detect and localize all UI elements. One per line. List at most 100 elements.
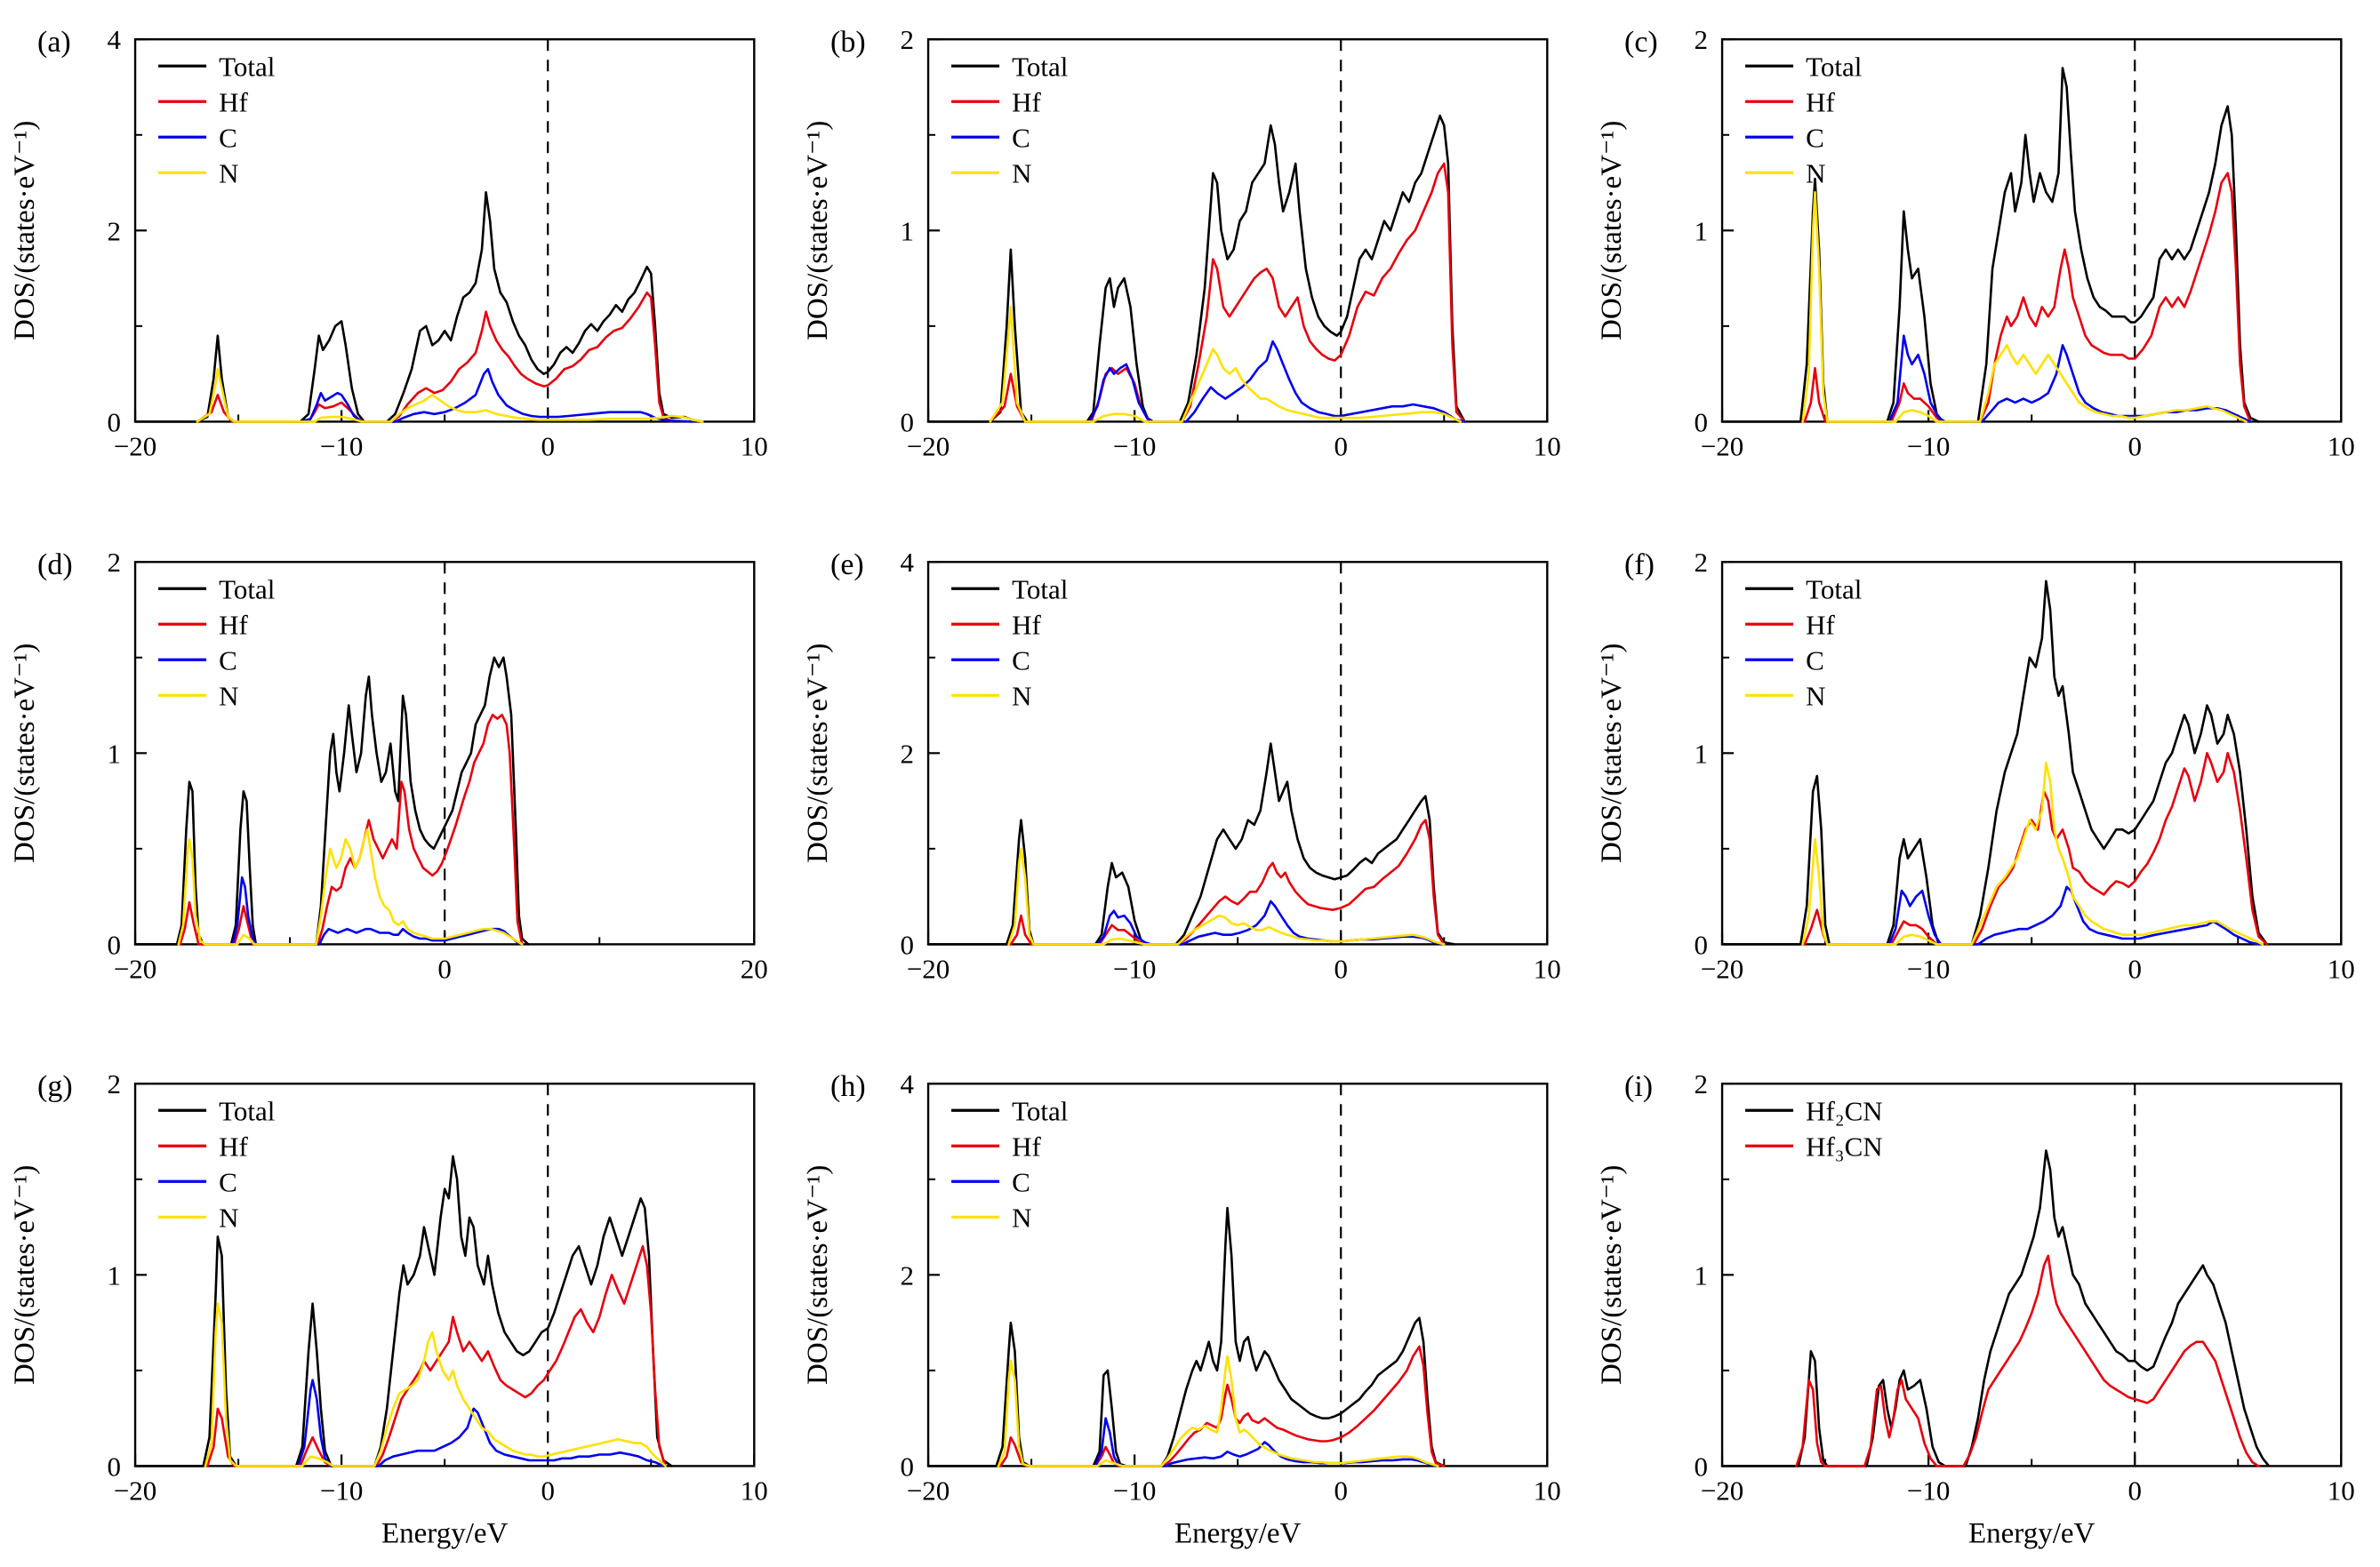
legend-label-n: N <box>1012 680 1031 711</box>
series-line-c <box>1088 340 1467 423</box>
y-tick-label: 0 <box>108 406 122 437</box>
legend-label-n: N <box>1012 157 1031 188</box>
x-tick-label: 10 <box>1534 953 1561 984</box>
series-line-total <box>133 190 704 423</box>
x-tick-label: −20 <box>907 430 950 461</box>
series-line-c <box>297 1379 665 1468</box>
y-tick-label: 2 <box>901 738 915 769</box>
legend-label-c: C <box>1012 644 1030 676</box>
series-line-n <box>1800 761 2264 946</box>
x-tick-label: −20 <box>1700 953 1743 984</box>
series-line-total <box>927 741 1456 946</box>
legend-label-hf: Hf <box>219 609 248 640</box>
legend-label-c: C <box>219 1167 237 1198</box>
panel-b-chart: (b) −20 −10 0 10 0 1 2 Total Hf CN DOS/(states·eV⁻¹… <box>802 24 1561 461</box>
legend-label-n: N <box>1806 157 1825 188</box>
x-tick-label: −10 <box>1113 430 1156 461</box>
panel-label: (d) <box>37 548 73 581</box>
x-tick-label: −10 <box>320 1475 363 1507</box>
series-line-total <box>927 114 1467 423</box>
x-tick-label: −20 <box>114 1475 156 1507</box>
x-tick-label: −10 <box>1907 1475 1950 1507</box>
panel-c: (c) −20 −10 0 10 0 1 2 Total Hf C N DOS/(states·eV⁻¹… <box>1587 0 2380 523</box>
x-tick-label: 0 <box>437 953 451 984</box>
y-tick-label: 2 <box>1694 24 1708 55</box>
series-line-c <box>231 875 524 946</box>
series-line-c <box>1094 1417 1438 1468</box>
panel-d: (d) −20 0 20 0 1 2 Total Hf C N DOS/(states·eV⁻¹) <box>0 523 793 1045</box>
series-line-total <box>927 1207 1446 1468</box>
legend-label-n: N <box>1806 680 1825 711</box>
y-axis-label: DOS/(states·eV⁻¹) <box>9 1165 41 1385</box>
x-tick-label: 0 <box>541 430 555 461</box>
x-tick-label: −10 <box>1907 430 1950 461</box>
x-tick-label: 10 <box>2327 1475 2354 1507</box>
legend-label-hf: Hf <box>1012 609 1041 640</box>
x-tick-label: 0 <box>1334 953 1349 984</box>
y-axis-label: DOS/(states·eV⁻¹) <box>9 643 41 862</box>
legend-label-c: C <box>219 122 237 153</box>
series-line-n <box>998 1355 1439 1468</box>
x-tick-label: 0 <box>2128 953 2142 984</box>
legend-label-hf: Hf <box>1012 1131 1041 1163</box>
legend-label-total: Total <box>1012 573 1068 604</box>
y-tick-label: 2 <box>108 1069 122 1100</box>
legend-label-total: Total <box>219 573 275 604</box>
y-tick-label: 2 <box>108 547 122 578</box>
y-tick-label: 2 <box>108 215 122 246</box>
series-line-total <box>1720 580 2268 946</box>
panel-e-chart: (e) −20 −10 0 10 0 2 4 Total Hf CN DOS/(states·eV⁻¹… <box>802 547 1561 984</box>
y-tick-label: 4 <box>108 24 122 55</box>
x-axis-label: Energy/eV <box>1968 1518 2096 1550</box>
legend-label-hf: Hf <box>1806 609 1835 640</box>
x-tick-label: 10 <box>1534 430 1561 461</box>
x-tick-label: −10 <box>1907 953 1950 984</box>
panel-label: (c) <box>1624 26 1658 59</box>
series-line-hf <box>1803 751 2268 946</box>
x-tick-label: 0 <box>541 1475 555 1507</box>
x-tick-label: −10 <box>320 430 363 461</box>
panel-a: (a) −20 −10 0 10 0 2 4 Total Hf C N DOS/(states·eV⁻¹… <box>0 0 793 523</box>
x-axis-label: Energy/eV <box>1174 1518 1302 1550</box>
y-axis-label: DOS/(states·eV⁻¹) <box>1596 643 1628 862</box>
legend-label-total: Total <box>1012 1096 1068 1127</box>
x-tick-label: 10 <box>2327 953 2354 984</box>
legend-label-n: N <box>1012 1203 1031 1234</box>
series-line-n <box>1800 190 2248 423</box>
panel-label: (g) <box>37 1071 73 1104</box>
legend-label-c: C <box>219 644 237 676</box>
y-tick-label: 4 <box>901 547 915 578</box>
x-tick-label: −20 <box>1700 1475 1743 1507</box>
legend-label-hf-cn: Hf₂CN <box>1806 1096 1883 1127</box>
y-tick-label: 1 <box>1694 1260 1708 1291</box>
panel-h: (h) −20 −10 0 10 0 2 4 Total Hf C N DOS/(states·eV⁻¹… <box>793 1044 1586 1567</box>
panel-f: (f) −20 −10 0 10 0 1 2 Total Hf C N DOS/(states·eV⁻¹… <box>1587 523 2380 1045</box>
legend-label-hf-cn: Hf₃CN <box>1806 1131 1883 1163</box>
x-tick-label: 0 <box>2128 1475 2142 1507</box>
y-axis-label: DOS/(states·eV⁻¹) <box>802 1165 834 1385</box>
x-tick-label: −20 <box>907 953 950 984</box>
panel-g-chart: (g) −20 −10 0 10 0 1 2 Total Hf CN DOS/(states·eV⁻¹… <box>9 1069 768 1550</box>
legend-label-total: Total <box>1012 51 1068 82</box>
panel-a-chart: (a) −20 −10 0 10 0 2 4 Total Hf CN DOS/(states·eV⁻¹… <box>9 24 768 461</box>
panel-label: (b) <box>830 26 866 59</box>
legend-label-hf: Hf <box>1012 86 1041 117</box>
x-tick-label: 20 <box>741 953 768 984</box>
legend-label-c: C <box>1806 644 1824 676</box>
legend-label-total: Total <box>1806 573 1862 604</box>
legend-label-n: N <box>219 680 238 711</box>
series-line-hf <box>196 291 673 423</box>
x-tick-label: 10 <box>1534 1475 1561 1507</box>
x-tick-label: −20 <box>907 1475 950 1507</box>
y-tick-label: 0 <box>1694 929 1708 960</box>
y-tick-label: 0 <box>901 929 915 960</box>
panel-i: (i) −20 −10 0 10 0 1 2 Hf₂CN Hf₃CN DOS/(states·eV⁻… <box>1587 1044 2380 1567</box>
y-axis-label: DOS/(states·eV⁻¹) <box>802 121 834 340</box>
legend-label-total: Total <box>1806 51 1862 82</box>
legend-label-total: Total <box>219 51 275 82</box>
y-tick-label: 0 <box>108 1451 122 1483</box>
x-tick-label: 10 <box>741 430 768 461</box>
series-line-c <box>1887 885 2260 946</box>
y-tick-label: 2 <box>1694 547 1708 578</box>
